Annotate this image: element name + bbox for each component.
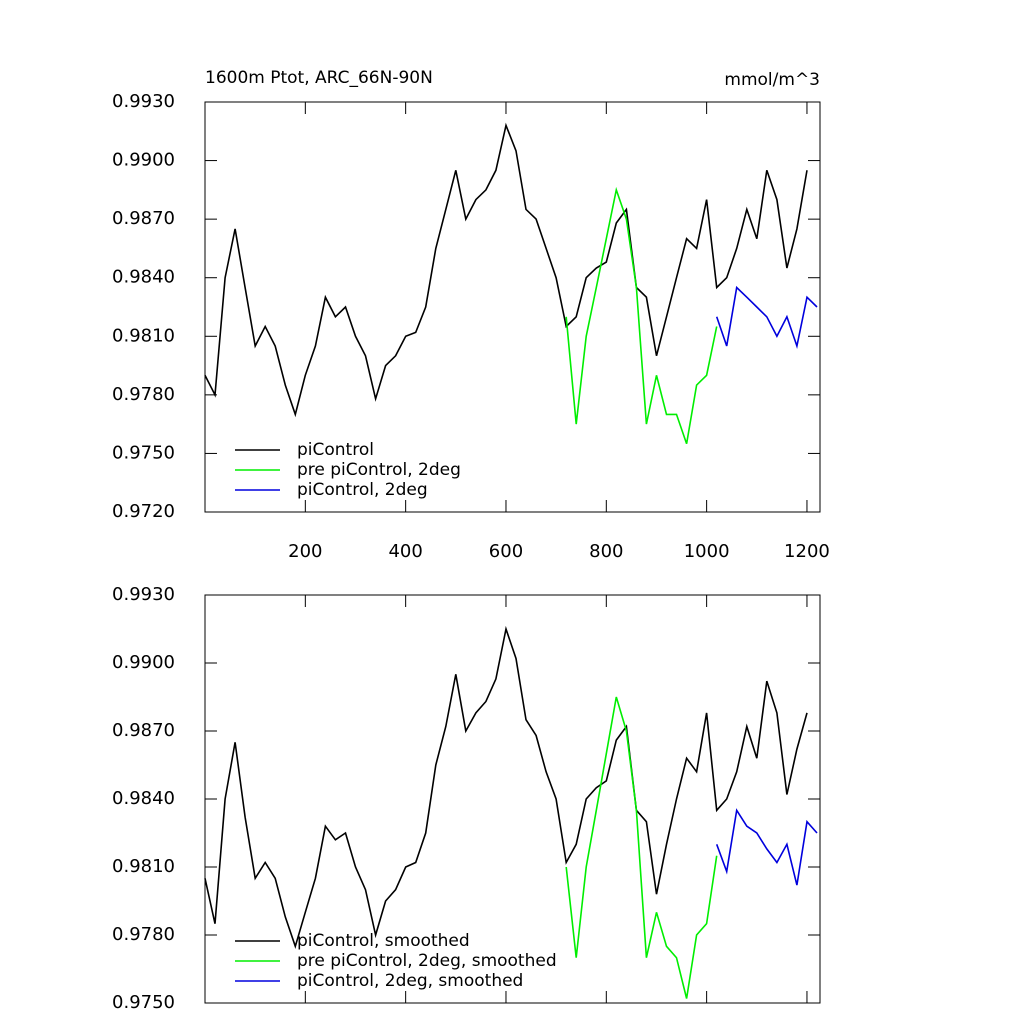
legend-label: piControl, 2deg, smoothed xyxy=(297,971,523,991)
y-tick-label: 0.9810 xyxy=(112,856,175,877)
y-tick-label: 0.9840 xyxy=(112,267,175,288)
y-tick-label: 0.9930 xyxy=(112,584,175,605)
y-tick-label: 0.9900 xyxy=(112,150,175,171)
series-line xyxy=(204,625,808,949)
plot-frame xyxy=(204,101,821,513)
x-tick-label: 1000 xyxy=(684,541,730,562)
legend-label: pre piControl, 2deg xyxy=(297,460,461,480)
y-tick-label: 0.9750 xyxy=(112,442,175,463)
series-line xyxy=(565,696,718,999)
series-line xyxy=(715,285,818,350)
y-tick-label: 0.9720 xyxy=(112,501,175,522)
y-tick-label: 0.9810 xyxy=(112,325,175,346)
y-tick-label: 0.9870 xyxy=(112,720,175,741)
y-tick-label: 0.9900 xyxy=(112,652,175,673)
x-tick-label: 800 xyxy=(589,541,623,562)
chart-title: 1600m Ptot, ARC_66N-90N xyxy=(205,68,433,88)
x-tick-label: 1200 xyxy=(784,541,830,562)
series-line xyxy=(715,808,818,886)
y-tick-label: 0.9870 xyxy=(112,208,175,229)
series-line xyxy=(204,122,808,418)
legend-label: piControl xyxy=(297,440,374,460)
x-tick-label: 200 xyxy=(288,541,322,562)
y-tick-label: 0.9780 xyxy=(112,384,175,405)
units-label: mmol/m^3 xyxy=(724,70,820,90)
y-tick-label: 0.9840 xyxy=(112,788,175,809)
legend-label: pre piControl, 2deg, smoothed xyxy=(297,951,557,971)
y-tick-label: 0.9750 xyxy=(112,992,175,1013)
x-tick-label: 400 xyxy=(388,541,422,562)
y-tick-label: 0.9780 xyxy=(112,924,175,945)
series-line xyxy=(565,186,718,444)
legend-label: piControl, 2deg xyxy=(297,480,428,500)
y-tick-label: 0.9930 xyxy=(112,91,175,112)
legend-label: piControl, smoothed xyxy=(297,931,470,951)
x-tick-label: 600 xyxy=(489,541,523,562)
